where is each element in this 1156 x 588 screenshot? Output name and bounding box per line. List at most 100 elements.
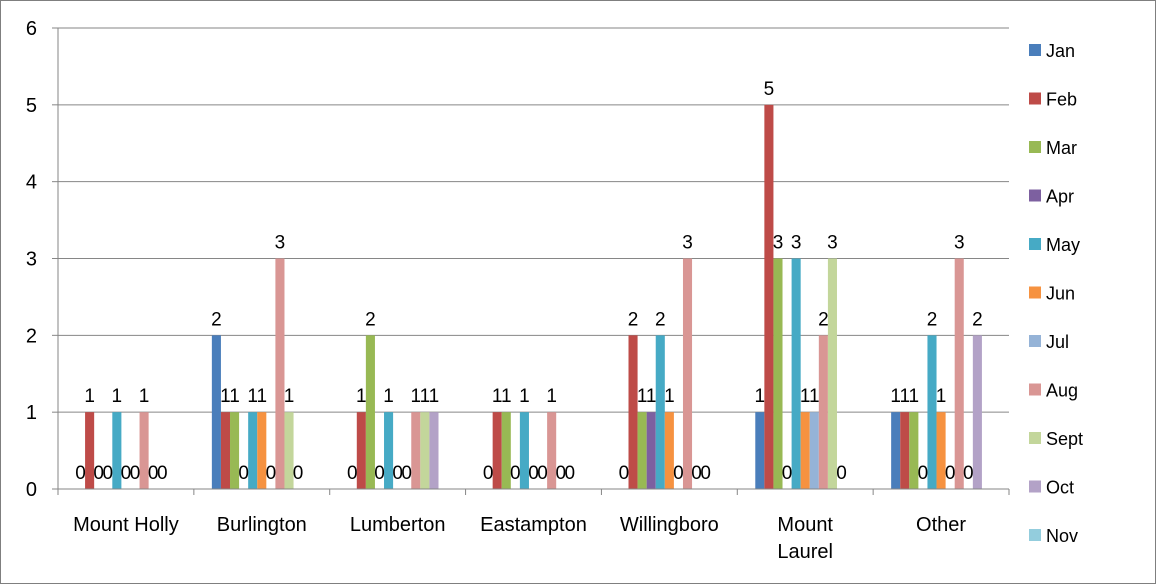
legend-label: Jun bbox=[1046, 284, 1075, 304]
x-category-label: Willingboro bbox=[620, 514, 719, 536]
data-label: 1 bbox=[809, 386, 820, 407]
data-label: 2 bbox=[818, 309, 829, 330]
data-label: 0 bbox=[963, 463, 974, 484]
data-label: 3 bbox=[827, 233, 838, 254]
data-label: 0 bbox=[401, 463, 412, 484]
data-label: 1 bbox=[247, 386, 258, 407]
data-label: 1 bbox=[899, 386, 910, 407]
data-label: 1 bbox=[429, 386, 440, 407]
y-tick-label: 5 bbox=[26, 95, 37, 117]
data-label: 0 bbox=[392, 463, 403, 484]
bar-aug bbox=[139, 412, 149, 489]
data-label: 0 bbox=[700, 463, 711, 484]
bar-aug bbox=[547, 412, 557, 489]
bar-feb bbox=[356, 412, 366, 489]
bar-may bbox=[248, 412, 258, 489]
data-label: 0 bbox=[238, 463, 249, 484]
bar-sept bbox=[827, 258, 837, 489]
data-label: 1 bbox=[936, 386, 947, 407]
x-category-label: Other bbox=[916, 514, 966, 536]
bar-jun bbox=[664, 412, 674, 489]
bar-sept bbox=[420, 412, 430, 489]
bar-mar bbox=[501, 412, 511, 489]
bar-mar bbox=[637, 412, 647, 489]
data-label: 5 bbox=[764, 79, 775, 100]
data-label: 3 bbox=[791, 233, 802, 254]
y-tick-label: 4 bbox=[26, 172, 37, 194]
y-tick-label: 2 bbox=[26, 325, 37, 347]
legend-label: Aug bbox=[1046, 381, 1078, 401]
bar-jul bbox=[809, 412, 819, 489]
data-label: 2 bbox=[365, 309, 376, 330]
data-label: 0 bbox=[619, 463, 630, 484]
data-label: 3 bbox=[954, 233, 965, 254]
gridlines bbox=[58, 27, 1009, 413]
data-label: 2 bbox=[927, 309, 938, 330]
y-tick-label: 0 bbox=[26, 479, 37, 501]
data-label: 1 bbox=[755, 386, 766, 407]
bar-aug bbox=[954, 258, 964, 489]
data-label: 0 bbox=[293, 463, 304, 484]
bar-may bbox=[519, 412, 529, 489]
legend-label: May bbox=[1046, 235, 1080, 255]
legend-label: Apr bbox=[1046, 187, 1074, 207]
data-label: 1 bbox=[637, 386, 648, 407]
data-label: 0 bbox=[75, 463, 86, 484]
bar-feb bbox=[220, 412, 231, 489]
bar-feb bbox=[764, 104, 774, 489]
legend-swatch-apr bbox=[1029, 189, 1041, 202]
legend-swatch-feb bbox=[1029, 92, 1041, 105]
legend: Jan Feb Mar Apr May Jun Jul Aug Sept Oct Nov bbox=[1029, 41, 1083, 546]
data-label: 1 bbox=[420, 386, 431, 407]
bar-mar bbox=[365, 335, 375, 489]
bar-jun bbox=[936, 412, 946, 489]
bar-apr bbox=[646, 412, 656, 489]
data-label: 1 bbox=[84, 386, 95, 407]
data-label: 3 bbox=[682, 233, 693, 254]
x-category-label: Burlington bbox=[217, 514, 307, 536]
data-label: 1 bbox=[356, 386, 367, 407]
legend-swatch-jul bbox=[1029, 335, 1041, 347]
bar-feb bbox=[900, 412, 910, 489]
bar-feb bbox=[85, 412, 95, 489]
legend-swatch-aug bbox=[1029, 383, 1041, 396]
x-category-label: Laurel bbox=[777, 541, 833, 563]
bar-mar bbox=[773, 258, 783, 489]
legend-swatch-mar bbox=[1029, 141, 1041, 153]
data-label: 0 bbox=[130, 463, 141, 484]
data-label: 1 bbox=[909, 386, 920, 407]
bar-oct bbox=[972, 335, 982, 489]
bar-may bbox=[655, 335, 665, 489]
legend-swatch-oct bbox=[1029, 480, 1041, 493]
data-label: 0 bbox=[537, 463, 548, 484]
bar-aug bbox=[682, 258, 693, 489]
bar-jan bbox=[755, 412, 765, 489]
data-label: 0 bbox=[555, 463, 566, 484]
bar-jun bbox=[800, 412, 810, 489]
legend-swatch-nov bbox=[1029, 529, 1041, 541]
axes: 0 1 2 3 4 5 6 Mount Holly Burlington Lumberton Eas… bbox=[26, 18, 1010, 563]
bar-aug bbox=[411, 412, 421, 489]
legend-swatch-sept bbox=[1029, 432, 1041, 444]
data-label: 1 bbox=[229, 386, 240, 407]
data-label: 0 bbox=[374, 463, 385, 484]
bar-aug bbox=[275, 258, 285, 489]
data-label: 2 bbox=[972, 309, 983, 330]
data-label: 0 bbox=[565, 463, 576, 484]
data-label: 3 bbox=[275, 233, 286, 254]
legend-swatch-jun bbox=[1029, 286, 1041, 299]
data-label: 0 bbox=[918, 463, 929, 484]
y-tick-label: 6 bbox=[26, 18, 37, 40]
data-label: 1 bbox=[492, 386, 503, 407]
legend-label: Nov bbox=[1046, 526, 1078, 546]
bar-feb bbox=[628, 335, 638, 489]
bar-oct bbox=[429, 412, 439, 489]
bar-may bbox=[112, 412, 122, 489]
bars bbox=[85, 104, 982, 489]
data-label: 1 bbox=[220, 386, 231, 407]
data-label: 0 bbox=[673, 463, 684, 484]
data-label: 0 bbox=[483, 463, 494, 484]
